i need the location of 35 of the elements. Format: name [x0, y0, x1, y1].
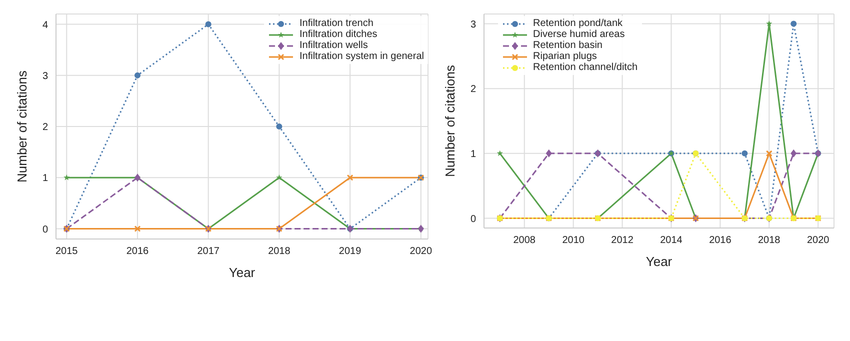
x-tick-label: 2012: [611, 235, 634, 246]
x-tick-label: 2016: [126, 246, 150, 258]
legend-label: Retention basin: [533, 40, 602, 51]
x-tick-label: 2020: [410, 246, 432, 258]
x-tick-label: 2020: [806, 235, 830, 246]
x-tick-label: 2014: [660, 235, 683, 246]
legend-label: Infiltration system in general: [299, 51, 424, 62]
legend-label: Retention pond/tank: [533, 18, 623, 29]
x-tick-label: 2008: [513, 235, 536, 246]
x-tick-label: 2010: [562, 235, 585, 246]
x-tick-label: 2015: [56, 246, 78, 258]
x-tick-label: 2018: [268, 246, 291, 258]
y-tick-label: 0: [470, 214, 476, 225]
y-axis-title: Number of citations: [442, 64, 458, 177]
x-tick-label: 2019: [338, 246, 362, 258]
legend-label: Retention channel/ditch: [533, 62, 638, 73]
y-tick-label: 2: [42, 122, 48, 134]
legend-label: Infiltration wells: [299, 40, 368, 51]
y-tick-label: 1: [470, 148, 476, 160]
y-axis-title: Number of citations: [14, 70, 30, 182]
x-tick-label: 2018: [758, 235, 781, 246]
x-tick-label: 2017: [197, 246, 220, 258]
y-tick-label: 3: [42, 70, 48, 82]
legend-label: Riparian plugs: [533, 51, 597, 62]
legend-label: Infiltration trench: [299, 18, 374, 29]
x-axis-title: Year: [228, 265, 256, 280]
y-tick-label: 1: [42, 173, 48, 184]
y-tick-label: 2: [470, 84, 476, 96]
x-tick-label: 2016: [709, 235, 732, 246]
y-tick-label: 0: [42, 224, 48, 236]
y-tick-label: 3: [470, 19, 476, 30]
legend-label: Infiltration ditches: [299, 29, 378, 40]
y-tick-label: 4: [42, 20, 48, 31]
legend-label: Diverse humid areas: [533, 29, 625, 40]
x-axis-title: Year: [646, 254, 673, 269]
